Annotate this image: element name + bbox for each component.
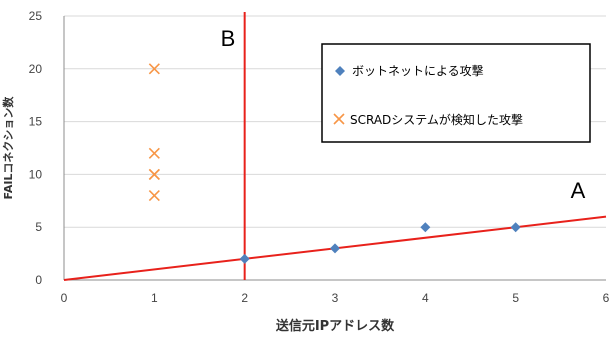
tick-labels: 0 5 10 15 20 25 0 1 2 3 4 5 6 (29, 9, 610, 305)
botnet-point (510, 222, 521, 233)
scrad-point (148, 168, 160, 180)
y-tick-label: 15 (29, 115, 43, 129)
botnet-point (420, 222, 431, 233)
x-tick-label: 5 (512, 291, 519, 305)
y-tick-label: 0 (35, 273, 42, 287)
botnet-point (330, 243, 340, 254)
scrad-point (148, 189, 160, 202)
x-tick-label: 3 (332, 291, 339, 305)
legend-x-marker (333, 113, 345, 125)
line-b-label: B (221, 26, 236, 51)
legend-label-scrad: SCRADシステムが検知した攻撃 (350, 112, 523, 127)
legend-box (321, 43, 591, 143)
y-axis-title: FAILコネクション数 (1, 96, 15, 200)
scrad-point (148, 147, 160, 159)
legend: ボットネットによる攻撃 SCRADシステムが検知した攻撃 (321, 43, 591, 143)
botnet-point (239, 253, 250, 264)
y-tick-label: 5 (35, 220, 42, 234)
scrad-point (148, 63, 160, 75)
line-a-label: A (571, 178, 586, 203)
legend-diamond-marker (335, 66, 345, 76)
y-tick-label: 25 (29, 9, 43, 23)
x-axis-title: 送信元IPアドレス数 (275, 318, 395, 334)
x-tick-label: 1 (151, 291, 158, 305)
x-tick-label: 2 (241, 291, 248, 305)
x-tick-label: 0 (61, 291, 68, 305)
legend-label-botnet: ボットネットによる攻撃 (352, 63, 484, 78)
x-tick-label: 4 (422, 291, 429, 305)
y-tick-label: 20 (29, 62, 43, 76)
y-tick-label: 10 (29, 167, 43, 181)
data-points (148, 63, 521, 264)
axes (63, 16, 606, 281)
x-tick-label: 6 (603, 291, 610, 305)
